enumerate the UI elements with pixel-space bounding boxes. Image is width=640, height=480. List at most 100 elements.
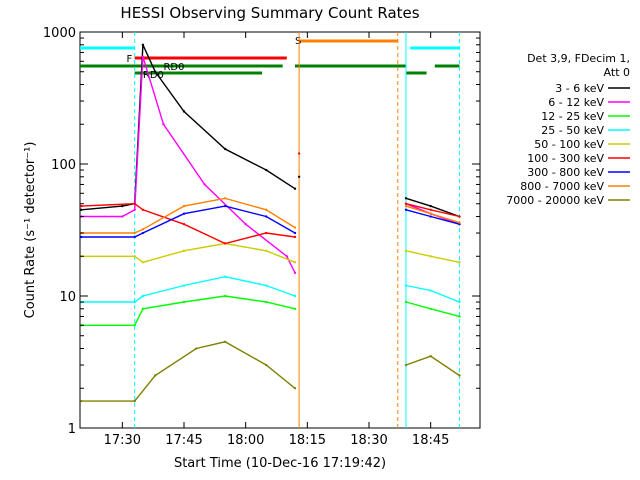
- flag-label: RD0: [143, 70, 164, 81]
- y-tick-label: 10: [59, 290, 76, 305]
- x-tick-label: 17:30: [104, 433, 141, 448]
- flag-label: RD0: [163, 62, 184, 73]
- y-tick-label: 1000: [43, 26, 76, 41]
- data-point: [458, 221, 461, 224]
- data-point: [293, 307, 297, 310]
- y-axis-label: Count Rate (s⁻¹ detector⁻¹): [23, 142, 38, 319]
- data-point: [404, 197, 408, 200]
- data-point: [195, 347, 198, 350]
- data-point: [182, 300, 186, 304]
- legend-header: Att 0: [604, 66, 630, 79]
- data-point: [133, 255, 136, 258]
- chart-title: HESSI Observing Summary Count Rates: [120, 4, 419, 22]
- data-point: [404, 204, 408, 208]
- data-point: [223, 275, 227, 278]
- legend-label: 3 - 6 keV: [555, 82, 604, 95]
- series-layer: [80, 43, 461, 403]
- data-point: [404, 363, 408, 367]
- legend-label: 300 - 800 keV: [527, 166, 604, 179]
- data-point: [293, 387, 297, 390]
- series-line: [80, 204, 461, 239]
- data-point: [223, 294, 227, 298]
- data-point: [297, 152, 301, 155]
- data-point: [293, 294, 297, 298]
- plot-frame: [79, 31, 481, 429]
- data-point: [223, 204, 227, 208]
- data-point: [141, 231, 145, 235]
- data-point: [293, 226, 297, 229]
- data-point: [429, 215, 432, 218]
- data-point: [182, 284, 186, 287]
- data-point: [141, 228, 145, 231]
- data-point: [265, 249, 268, 253]
- data-point: [133, 324, 136, 327]
- data-point: [429, 354, 432, 358]
- data-point: [223, 242, 227, 245]
- legend-label: 100 - 300 keV: [527, 152, 604, 165]
- data-point: [162, 123, 165, 126]
- x-tick-label: 18:30: [350, 433, 387, 448]
- data-point: [265, 168, 268, 172]
- data-point: [293, 235, 297, 239]
- data-point: [293, 271, 297, 274]
- data-point: [80, 204, 83, 208]
- series-line: [80, 152, 461, 245]
- x-tick-label: 18:15: [289, 433, 326, 448]
- x-tick-label: 18:00: [227, 433, 264, 448]
- data-point: [265, 208, 268, 211]
- data-point: [293, 231, 297, 235]
- data-point: [404, 208, 408, 211]
- data-point: [133, 300, 136, 304]
- data-point: [203, 183, 206, 186]
- data-point: [429, 204, 432, 208]
- data-point: [404, 300, 408, 304]
- axes-layer: 17:30 17:45 18:00 18:15 18:30 18:45 1 10 100 1000: [43, 26, 480, 448]
- data-point: [182, 249, 186, 253]
- data-point: [458, 300, 461, 304]
- data-point: [141, 294, 145, 298]
- data-point: [458, 374, 461, 377]
- x-tick-label: 18:45: [412, 433, 449, 448]
- data-point: [141, 261, 145, 264]
- data-point: [182, 204, 186, 208]
- legend-header: Det 3,9, FDecim 1,: [527, 52, 630, 65]
- data-point: [121, 204, 124, 208]
- data-point: [223, 197, 227, 200]
- data-point: [429, 307, 432, 310]
- data-point: [458, 315, 461, 318]
- data-point: [404, 284, 408, 287]
- data-point: [429, 255, 432, 258]
- data-point: [265, 300, 268, 304]
- data-point: [154, 70, 157, 73]
- data-point: [141, 208, 145, 211]
- flag-label: F: [126, 54, 132, 65]
- x-tick-label: 17:45: [165, 433, 202, 448]
- series-line: [80, 197, 461, 235]
- data-point: [297, 175, 301, 178]
- data-point: [458, 261, 461, 264]
- data-point: [265, 215, 268, 218]
- plot-border: [79, 31, 481, 429]
- series-line: [80, 55, 461, 274]
- data-point: [154, 374, 157, 377]
- data-point: [80, 399, 83, 403]
- data-point: [404, 202, 408, 205]
- legend-label: 800 - 7000 keV: [520, 180, 604, 193]
- y-tick-label: 1: [68, 422, 76, 437]
- data-point: [141, 43, 145, 46]
- data-point: [223, 147, 227, 151]
- legend-label: 7000 - 20000 keV: [506, 194, 604, 207]
- y-tick-label: 100: [51, 158, 76, 173]
- data-point: [429, 212, 432, 215]
- flag-label: S: [295, 36, 301, 47]
- data-point: [265, 284, 268, 287]
- data-point: [458, 215, 461, 218]
- legend-label: 6 - 12 keV: [548, 96, 604, 109]
- data-point: [133, 399, 136, 403]
- data-point: [429, 208, 432, 211]
- data-point: [404, 249, 408, 253]
- data-point: [141, 55, 145, 58]
